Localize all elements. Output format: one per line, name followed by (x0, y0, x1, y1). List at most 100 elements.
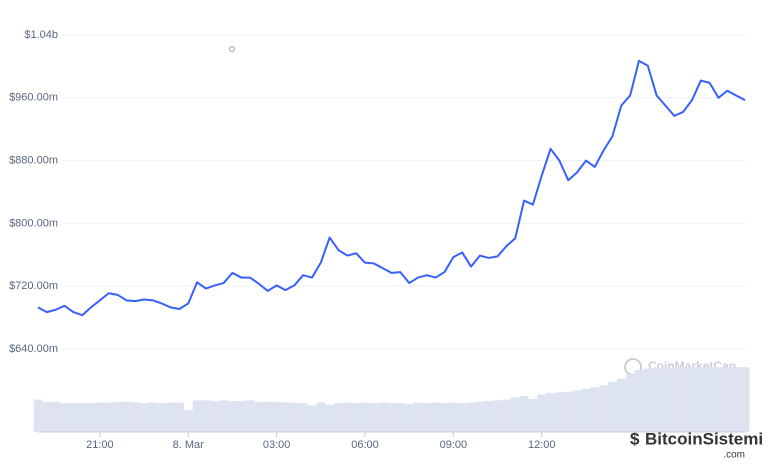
volume-bar (422, 403, 432, 432)
volume-bar (572, 390, 582, 432)
volume-bar (475, 401, 485, 432)
volume-bar (272, 401, 282, 432)
volume-bar (722, 367, 732, 432)
x-tick-label: 12:00 (528, 439, 556, 451)
volume-bar (457, 403, 467, 432)
volume-bar (228, 401, 237, 432)
volume-bar (590, 387, 600, 432)
brand-icon: $ (630, 429, 640, 448)
volume-bar (316, 402, 326, 432)
x-tick-label: 09:00 (440, 439, 468, 451)
volume-bar (448, 402, 458, 432)
volume-bar (687, 367, 697, 432)
volume-bar (104, 402, 114, 432)
volume-bar (608, 381, 617, 432)
volume-bar (431, 402, 441, 432)
volume-bar (281, 402, 290, 432)
volume-bar (113, 401, 122, 432)
volume-bar (546, 393, 555, 432)
volume-bar (325, 404, 335, 432)
volume-bar (245, 400, 255, 432)
brand-logo: $ BitcoinSistemi .com (630, 429, 763, 460)
plot: $640.00m $720.00m $800.00m $880.00m $960.00m… (9, 29, 750, 451)
y-tick-label: $1.04b (24, 29, 58, 41)
volume-bar (157, 403, 167, 432)
volume-bar (554, 392, 564, 432)
volume-bar (95, 402, 105, 432)
volume-bar (634, 370, 644, 432)
volume-bar (501, 399, 511, 432)
volume-bar (307, 405, 317, 432)
volume-bar (342, 402, 352, 432)
volume-bar (678, 367, 688, 432)
volume-bar (537, 394, 547, 432)
volume-bar (616, 378, 626, 432)
volume-bar (714, 367, 723, 432)
volume-bar (563, 391, 573, 432)
volume-bar (236, 401, 246, 432)
volume-bar (731, 367, 741, 432)
y-tick-label: $800.00m (9, 217, 58, 229)
volume-bar (68, 403, 78, 432)
brand-name: BitcoinSistemi (645, 429, 763, 448)
volume-bar (369, 403, 379, 432)
x-tick-label: 8. Mar (173, 439, 205, 451)
volume-bar (77, 403, 87, 432)
volume-bar (493, 400, 502, 432)
volume-bar (121, 401, 131, 432)
x-tick-label: 06:00 (351, 439, 379, 451)
volume-bar (42, 401, 52, 432)
volume-bar (219, 400, 229, 432)
volume-bar (183, 410, 193, 432)
brand-suffix: .com (723, 450, 745, 461)
volume-bar (652, 368, 662, 432)
volume-bar (387, 403, 396, 432)
volume-bar (705, 367, 715, 432)
volume-bar (351, 403, 361, 432)
volume-bar (581, 388, 591, 432)
volume-bar (625, 374, 635, 432)
volume-bar (130, 402, 140, 432)
volume-bar (289, 402, 299, 432)
event-marker (229, 46, 235, 52)
volume-bar (669, 367, 679, 432)
volume-bar (661, 367, 670, 432)
volume-bar (139, 403, 149, 432)
volume-bar (466, 402, 476, 432)
volume-bar (378, 402, 388, 432)
x-tick-label: 03:00 (263, 439, 291, 451)
volume-bar (60, 403, 69, 432)
y-tick-label: $880.00m (9, 155, 58, 167)
y-tick-label: $960.00m (9, 92, 58, 104)
volume-bar (263, 401, 273, 432)
volume-bar (86, 403, 96, 432)
volume-bar (528, 398, 538, 432)
volume-bar (696, 367, 706, 432)
y-tick-label: $640.00m (9, 343, 58, 355)
volume-bar (201, 400, 211, 432)
volume-bar (643, 368, 653, 432)
volume-bar (599, 385, 609, 432)
volume-bar (440, 403, 449, 432)
volume-bar (740, 367, 750, 432)
volume-bar (413, 402, 423, 432)
volume-bar (33, 399, 43, 432)
volume-bar (334, 403, 343, 432)
volume-bar (298, 403, 308, 432)
volume-bar (360, 402, 370, 432)
volume-bar (519, 396, 529, 432)
volume-bar (192, 400, 202, 432)
volume-bar (404, 403, 414, 432)
volume-bar (148, 402, 158, 432)
volume-bar (484, 401, 494, 432)
x-tick-label: 21:00 (86, 439, 114, 451)
volume-bar (210, 401, 220, 432)
y-tick-label: $720.00m (9, 280, 58, 292)
volume-bar (166, 402, 175, 432)
volume-bar (51, 401, 61, 432)
volume-bar (174, 402, 184, 432)
volume-bar (395, 403, 405, 432)
volume-bar (510, 397, 520, 432)
volume-bar (254, 401, 264, 432)
